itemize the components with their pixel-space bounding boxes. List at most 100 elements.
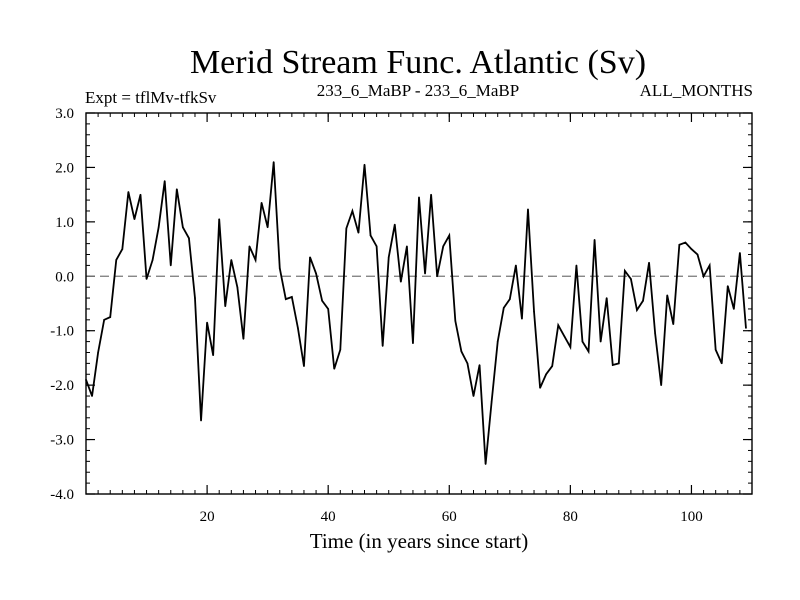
y-tick-label: 3.0 — [55, 106, 74, 122]
x-tick-label: 20 — [200, 509, 215, 525]
data-point — [521, 317, 523, 320]
data-point — [708, 264, 711, 267]
data-point — [406, 245, 408, 248]
data-point — [309, 256, 311, 259]
data-point — [369, 234, 372, 237]
data-point — [648, 261, 650, 264]
data-point — [472, 395, 475, 397]
data-point — [430, 193, 432, 196]
data-point — [109, 316, 112, 318]
data-point — [145, 278, 148, 280]
data-point — [496, 340, 499, 343]
data-point — [182, 226, 184, 229]
data-point — [739, 252, 741, 254]
data-point — [533, 310, 535, 313]
data-point — [381, 345, 384, 347]
data-point — [624, 270, 626, 272]
data-point — [194, 297, 196, 299]
data-point — [666, 294, 669, 297]
data-point — [630, 278, 632, 280]
data-point — [654, 332, 656, 335]
data-point — [285, 298, 287, 300]
data-point — [254, 259, 257, 261]
x-axis-label: Time (in years since start) — [310, 529, 529, 553]
data-point — [200, 419, 202, 422]
data-point — [660, 384, 662, 386]
data-point — [515, 264, 517, 267]
data-point — [678, 243, 681, 246]
data-point — [266, 226, 269, 229]
data-point — [103, 319, 105, 321]
data-point — [484, 463, 487, 465]
data-point — [393, 223, 396, 226]
data-point — [745, 327, 747, 329]
subtitle-right: ALL_MONTHS — [640, 81, 753, 100]
data-point — [188, 237, 190, 239]
data-point — [539, 387, 541, 389]
data-point — [291, 296, 293, 298]
data-point — [387, 256, 390, 259]
data-point — [563, 335, 566, 337]
data-point — [418, 196, 420, 199]
data-point — [345, 227, 348, 230]
data-point — [97, 351, 99, 354]
data-point — [490, 400, 493, 403]
data-point — [611, 364, 614, 366]
data-point — [163, 180, 166, 182]
data-point — [206, 321, 208, 324]
data-point — [91, 395, 93, 397]
data-point — [448, 234, 451, 237]
x-tick-label: 80 — [563, 509, 578, 525]
data-point — [375, 245, 378, 248]
data-point — [581, 340, 584, 343]
data-point — [460, 350, 463, 353]
data-point — [224, 305, 227, 308]
data-point — [618, 362, 620, 365]
data-point — [272, 161, 275, 163]
data-point — [218, 218, 220, 220]
y-tick-label: 1.0 — [55, 215, 74, 231]
data-point — [315, 272, 317, 275]
data-point — [551, 365, 553, 367]
y-axis-tick-labels: -4.0 -3.0 -2.0 -1.0 0.0 1.0 2.0 3.0 — [50, 106, 74, 503]
data-point — [509, 298, 511, 300]
x-tick-label: 40 — [321, 509, 336, 525]
data-point — [248, 245, 251, 248]
subtitle-left: Expt = tflMv-tfkSv — [85, 88, 217, 107]
data-point — [436, 275, 438, 278]
data-point — [478, 364, 481, 366]
data-point — [133, 218, 136, 220]
data-point — [527, 208, 529, 211]
data-point — [139, 193, 142, 196]
plot-frame — [85, 112, 753, 495]
data-point — [442, 245, 445, 248]
chart-title: Merid Stream Func. Atlantic (Sv) — [190, 44, 646, 81]
data-point — [424, 272, 426, 275]
data-point — [642, 299, 644, 302]
data-point — [151, 259, 154, 261]
data-point — [278, 267, 281, 269]
data-point — [690, 248, 693, 250]
y-tick-label: 2.0 — [55, 160, 74, 176]
data-point — [333, 368, 336, 370]
y-tick-label: -1.0 — [50, 324, 74, 340]
data-point — [684, 241, 687, 244]
data-point — [502, 307, 505, 309]
subtitle-center: 233_6_MaBP - 233_6_MaBP — [317, 81, 519, 100]
data-points — [85, 161, 747, 465]
data-point — [242, 338, 245, 340]
data-point — [587, 350, 590, 353]
data-point — [575, 264, 578, 267]
data-point — [412, 342, 414, 345]
data-point — [297, 327, 299, 329]
x-tick-label: 60 — [442, 509, 457, 525]
data-point — [157, 226, 160, 229]
y-tick-label: -3.0 — [50, 433, 74, 449]
data-point — [351, 210, 354, 212]
data-point — [545, 373, 547, 376]
data-point — [115, 259, 118, 261]
data-point — [176, 188, 178, 190]
data-point — [605, 297, 608, 299]
data-point — [466, 362, 469, 365]
